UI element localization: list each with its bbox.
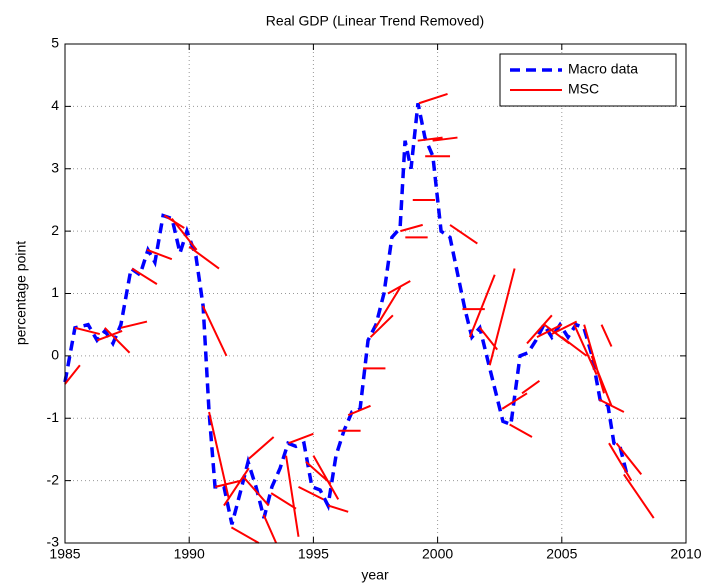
y-tick-label: 5 [51, 35, 59, 51]
legend-label: MSC [568, 81, 599, 97]
legend-label: Macro data [568, 61, 638, 77]
y-tick-label: -1 [47, 409, 60, 425]
x-tick-label: 1995 [298, 546, 329, 562]
y-tick-label: 0 [51, 347, 59, 363]
y-tick-label: 2 [51, 222, 59, 238]
x-tick-label: 2010 [670, 546, 701, 562]
legend-box [499, 53, 677, 107]
x-tick-label: 1985 [49, 546, 80, 562]
y-tick-label: 4 [51, 97, 59, 113]
x-tick-label: 2005 [546, 546, 577, 562]
y-tick-label: 1 [51, 284, 59, 300]
x-tick-label: 1990 [174, 546, 205, 562]
y-tick-label: -3 [47, 534, 60, 550]
chart-title: Real GDP (Linear Trend Removed) [266, 13, 484, 29]
x-axis-label: year [361, 567, 389, 583]
y-tick-label: -2 [47, 471, 60, 487]
x-tick-label: 2000 [422, 546, 453, 562]
legend: Macro data MSC [499, 53, 677, 107]
plot-layer [63, 92, 655, 544]
y-tick-label: 3 [51, 159, 59, 175]
data-line [64, 92, 655, 544]
tick-layer: 1985 1990 1995 2000 2005 2010 -3 -2 -1 0 1 2 3 4 5 [47, 35, 702, 562]
y-axis-label: percentage point [13, 241, 29, 345]
